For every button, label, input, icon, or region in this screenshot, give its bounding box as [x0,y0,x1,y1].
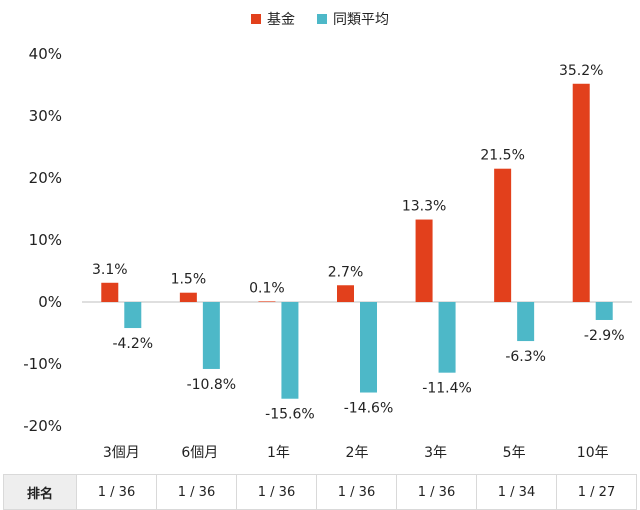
fund-bar [337,285,354,302]
y-tick-label: 20% [29,169,62,187]
peer-bar [281,302,299,399]
peer-data-label: -6.3% [505,349,546,365]
fund-data-label: 2.7% [328,264,364,280]
legend-swatch-fund [251,14,261,24]
peer-data-label: -10.8% [187,377,237,393]
fund-data-label: 1.5% [171,272,207,288]
y-tick-label: 30% [29,107,62,125]
fund-bar [572,83,590,302]
peer-data-label: -2.9% [584,328,625,344]
rank-cell: 1 / 27 [556,474,637,510]
rank-table: 排名 1 / 36 1 / 36 1 / 36 1 / 36 1 / 36 1 … [3,474,637,510]
peer-bar [517,302,535,342]
fund-data-label: 3.1% [92,262,128,278]
fund-data-label: 0.1% [249,280,285,296]
rank-cell: 1 / 36 [396,474,477,510]
legend-item-fund: 基金 [251,9,295,29]
x-category-label: 3個月 [103,445,140,461]
x-category-label: 1年 [267,445,290,461]
legend-item-peer: 同類平均 [317,9,389,29]
fund-bar [494,168,512,302]
rank-row: 排名 1 / 36 1 / 36 1 / 36 1 / 36 1 / 36 1 … [3,474,637,510]
x-category-label: 10年 [577,445,609,461]
y-tick-label: 40% [29,45,62,63]
fund-bar [258,301,276,302]
peer-data-label: -14.6% [344,401,394,417]
rank-header: 排名 [3,474,77,510]
rank-cell: 1 / 34 [476,474,557,510]
fund-bar [415,219,433,302]
rank-cell: 1 / 36 [156,474,237,510]
rank-cell: 1 / 36 [76,474,157,510]
peer-data-label: -11.4% [422,381,472,397]
x-category-label: 5年 [503,445,526,461]
peer-data-label: -15.6% [265,407,315,423]
x-category-label: 3年 [424,445,447,461]
x-category-label: 2年 [346,445,369,461]
x-category-label: 6個月 [181,445,218,461]
legend-swatch-peer [317,14,327,24]
peer-data-label: -4.2% [112,336,153,352]
peer-bar [438,302,456,373]
peer-bar [124,302,142,329]
fund-bar [101,282,119,302]
peer-bar [202,302,220,369]
legend-label-fund: 基金 [267,12,295,28]
bar-chart: 40% 30% 20% 10% 0% -10% -20% 3.1% -4.2% 3個月 1.5% -1… [23,45,632,461]
y-tick-label: 10% [29,231,62,249]
chart-legend: 基金 同類平均 [0,9,640,29]
fund-data-label: 21.5% [480,148,524,164]
peer-bar [360,302,377,393]
y-tick-label: -10% [23,355,62,373]
peer-bar [595,302,613,320]
fund-data-label: 13.3% [402,199,446,215]
y-tick-label: 0% [38,293,62,311]
legend-label-peer: 同類平均 [333,12,389,28]
rank-cell: 1 / 36 [236,474,317,510]
fund-data-label: 35.2% [559,63,603,79]
rank-cell: 1 / 36 [316,474,397,510]
y-tick-label: -20% [23,417,62,435]
fund-bar [179,292,197,302]
